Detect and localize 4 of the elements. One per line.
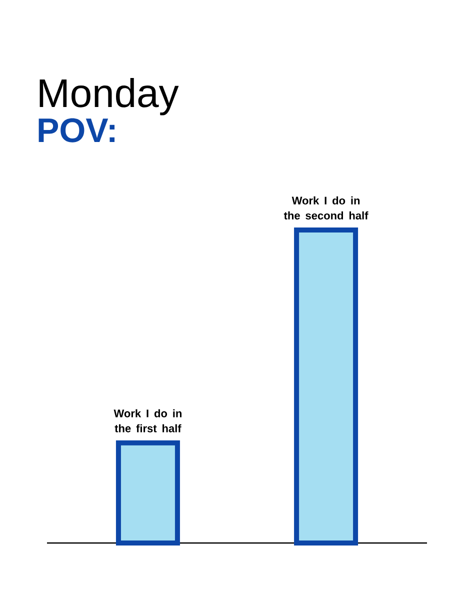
x-tick-label: Work I do in the first half: [114, 409, 182, 432]
chart-subtitle: POV:: [38, 118, 115, 142]
x-tick-label: Work I do in the second half: [284, 196, 368, 220]
chart-title: Monday: [40, 78, 179, 116]
